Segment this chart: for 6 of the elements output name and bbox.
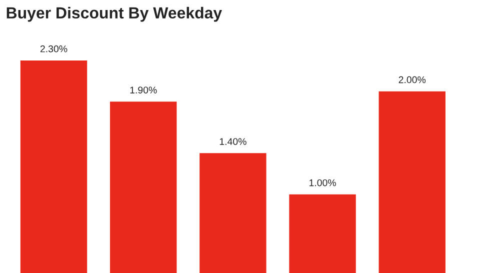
- data-label: 1.00%: [309, 179, 336, 186]
- data-label: 1.40%: [220, 138, 246, 145]
- data-label: 2.00%: [398, 76, 426, 84]
- data-label: 2.30%: [40, 45, 68, 52]
- data-label: 1.90%: [130, 86, 157, 94]
- chart-title: Buyer Discount By Weekday: [6, 6, 222, 22]
